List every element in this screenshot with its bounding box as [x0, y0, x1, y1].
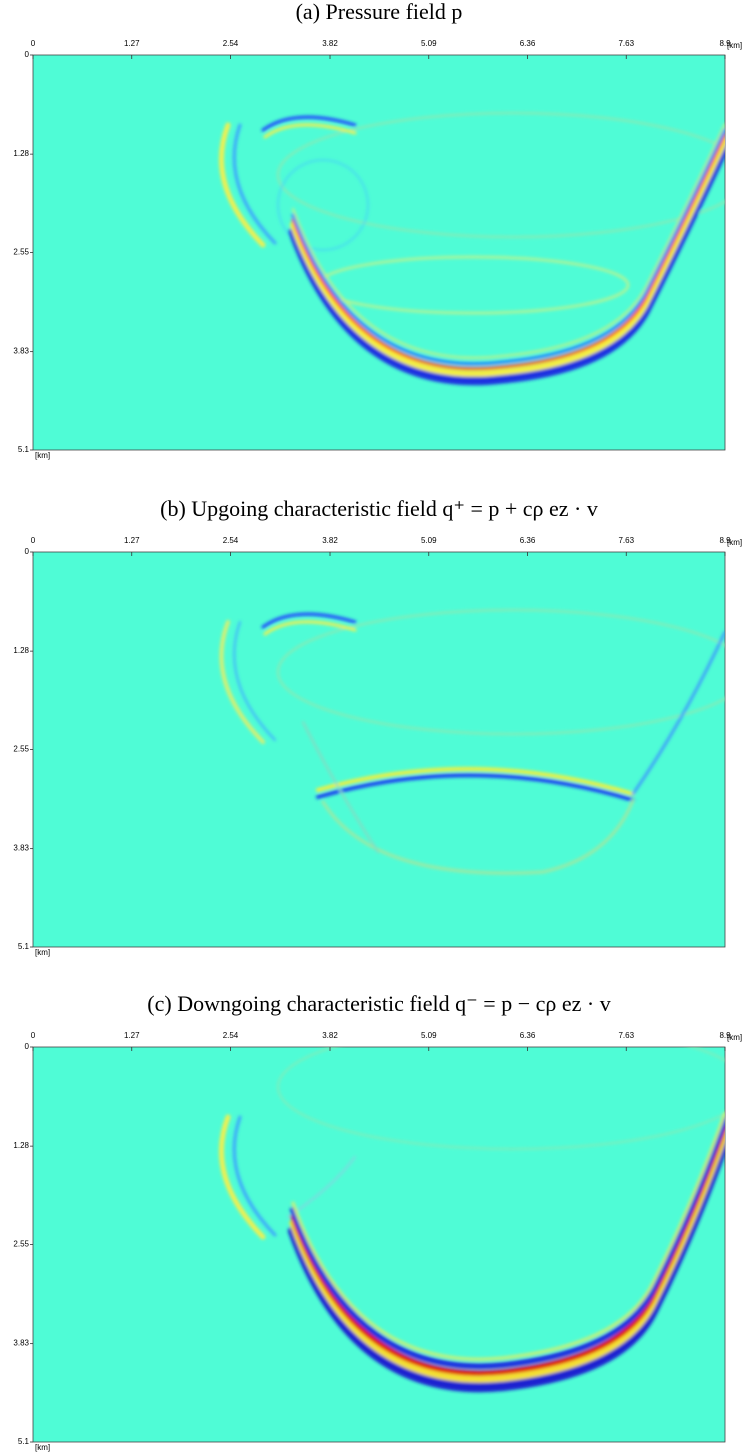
y-tick-label: 2.55	[13, 248, 29, 257]
x-tick-label: 3.82	[322, 39, 338, 48]
x-tick-label: 6.36	[520, 1031, 536, 1040]
y-tick-label: 5.1	[18, 942, 30, 951]
y-tick-label: 2.55	[13, 1240, 29, 1249]
x-tick-label: 2.54	[223, 1031, 239, 1040]
x-tick-label: 2.54	[223, 39, 239, 48]
x-tick-label: 8.9	[719, 39, 731, 48]
x-tick-label: 7.63	[618, 1031, 634, 1040]
x-tick-label: 1.27	[124, 39, 140, 48]
panel-title: (c) Downgoing characteristic field q⁻ = …	[147, 991, 610, 1016]
y-tick-label: 3.83	[13, 844, 29, 853]
x-unit: [km]	[727, 538, 742, 547]
x-tick-label: 5.09	[421, 1031, 437, 1040]
x-tick-label: 0	[31, 536, 36, 545]
y-tick-label: 1.28	[13, 646, 29, 655]
x-tick-label: 5.09	[421, 39, 437, 48]
x-tick-label: 7.63	[618, 536, 634, 545]
x-tick-label: 7.63	[618, 39, 634, 48]
y-tick-label: 0	[25, 547, 30, 556]
x-tick-label: 8.9	[719, 1031, 731, 1040]
y-tick-label: 3.83	[13, 1339, 29, 1348]
x-unit: [km]	[727, 41, 742, 50]
panel-title: (a) Pressure field p	[296, 0, 463, 24]
y-tick-label: 0	[25, 50, 30, 59]
x-tick-label: 8.9	[719, 536, 731, 545]
y-tick-label: 1.28	[13, 149, 29, 158]
wavefield-c	[32, 1046, 726, 1443]
y-tick-label: 2.55	[13, 745, 29, 754]
x-tick-label: 0	[31, 1031, 36, 1040]
y-unit: [km]	[35, 451, 50, 460]
x-tick-label: 0	[31, 39, 36, 48]
x-tick-label: 2.54	[223, 536, 239, 545]
wavefield-b	[32, 551, 726, 948]
y-tick-label: 5.1	[18, 445, 30, 454]
y-tick-label: 3.83	[13, 347, 29, 356]
y-tick-label: 5.1	[18, 1437, 30, 1446]
x-tick-label: 1.27	[124, 1031, 140, 1040]
x-tick-label: 3.82	[322, 536, 338, 545]
wavefield-a	[32, 54, 726, 451]
x-tick-label: 3.82	[322, 1031, 338, 1040]
x-tick-label: 1.27	[124, 536, 140, 545]
y-unit: [km]	[35, 948, 50, 957]
x-tick-label: 6.36	[520, 39, 536, 48]
x-tick-label: 6.36	[520, 536, 536, 545]
y-unit: [km]	[35, 1443, 50, 1452]
x-unit: [km]	[727, 1033, 742, 1042]
y-tick-label: 1.28	[13, 1141, 29, 1150]
x-tick-label: 5.09	[421, 536, 437, 545]
panel-title: (b) Upgoing characteristic field q⁺ = p …	[160, 496, 598, 521]
y-tick-label: 0	[25, 1042, 30, 1051]
